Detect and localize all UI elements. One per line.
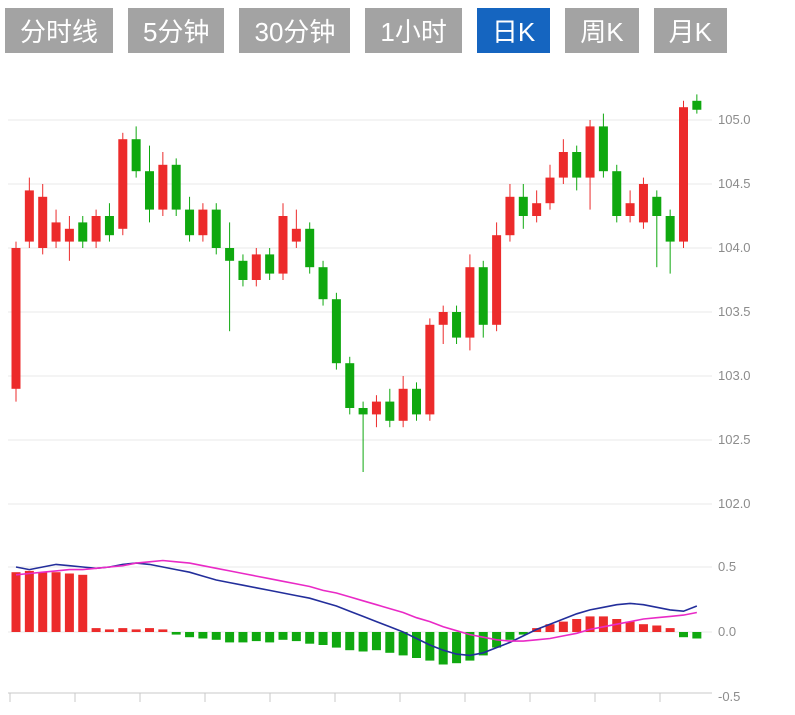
price-grid	[8, 119, 712, 505]
kline-chart-canvas[interactable]: 105.0104.5104.0103.5103.0102.5102.00.50.…	[0, 52, 795, 707]
tab-daily-k[interactable]: 日K	[476, 8, 551, 53]
tab-1-hour[interactable]: 1小时	[365, 8, 462, 53]
dea-line	[15, 559, 698, 642]
svg-text:0.0: 0.0	[718, 624, 736, 639]
tab-monthly-k[interactable]: 月K	[653, 8, 727, 53]
svg-text:104.0: 104.0	[718, 240, 751, 255]
svg-text:103.5: 103.5	[718, 304, 751, 319]
svg-text:104.5: 104.5	[718, 176, 751, 191]
timeframe-tab-bar: 分时线 5分钟 30分钟 1小时 日K 周K 月K	[0, 0, 795, 53]
tab-time-share-line[interactable]: 分时线	[5, 8, 114, 53]
svg-text:-0.5: -0.5	[718, 689, 740, 704]
macd-histogram	[11, 570, 702, 665]
dif-line	[15, 562, 698, 657]
svg-text:0.5: 0.5	[718, 559, 736, 574]
macd-axis-labels: 0.5 0.0 -0.5	[718, 559, 740, 704]
svg-text:105.0: 105.0	[718, 112, 751, 127]
tab-weekly-k[interactable]: 周K	[565, 8, 639, 53]
svg-text:102.0: 102.0	[718, 496, 751, 511]
tab-5-minute[interactable]: 5分钟	[128, 8, 225, 53]
candlestick-series	[11, 94, 702, 472]
x-axis	[8, 692, 712, 702]
tab-30-minute[interactable]: 30分钟	[239, 8, 351, 53]
svg-text:102.5: 102.5	[718, 432, 751, 447]
svg-text:103.0: 103.0	[718, 368, 751, 383]
price-axis-labels: 105.0 104.5 104.0 103.5 103.0 102.5 102.0	[718, 112, 751, 511]
